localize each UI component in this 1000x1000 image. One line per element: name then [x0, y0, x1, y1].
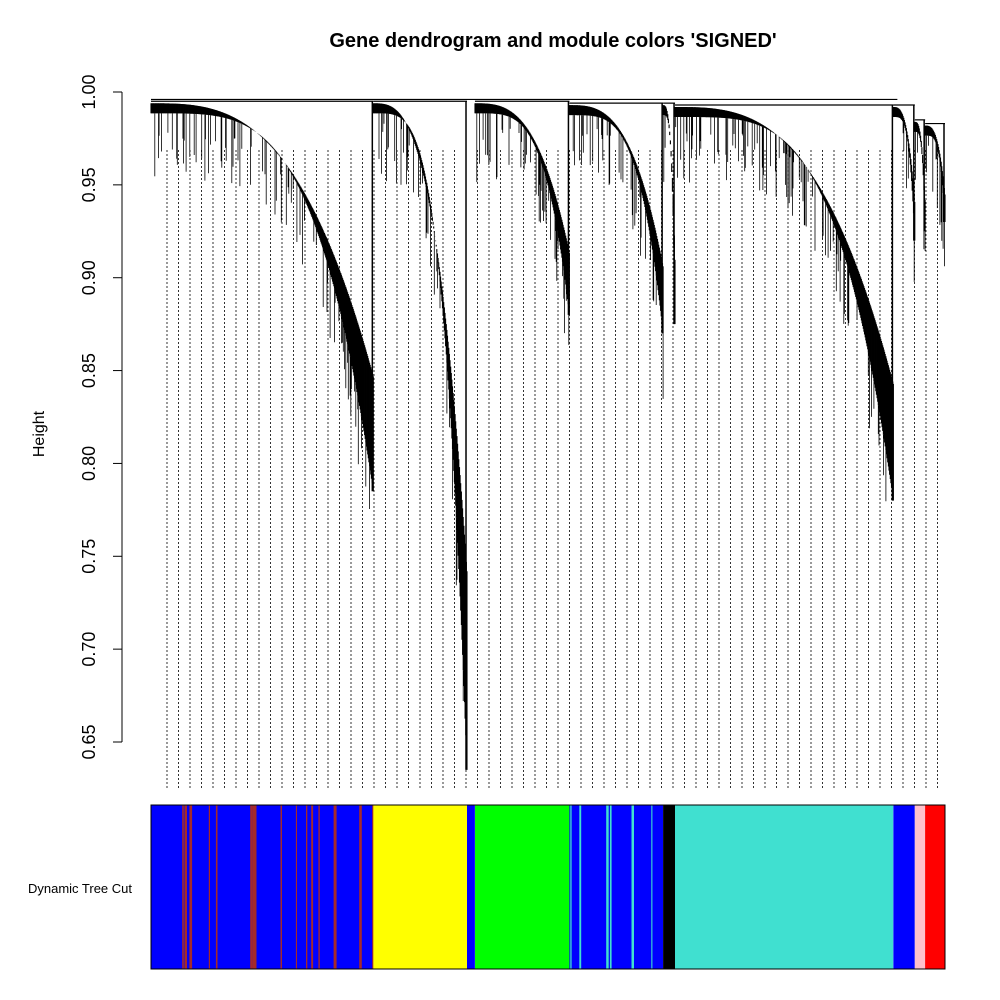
module-color-black [663, 805, 675, 969]
module-color-pink [914, 805, 926, 969]
module-color-brown-stripe [208, 805, 210, 969]
module-color-turquoise-stripe [579, 805, 582, 969]
y-axis: 0.65 0.70 0.75 0.80 0.85 0.90 0.95 1.00 [79, 74, 123, 760]
module-color-turquoise-stripe [570, 805, 572, 969]
module-color-turquoise-stripe [579, 805, 581, 969]
cluster-branches [474, 100, 570, 345]
module-color-green [475, 805, 570, 969]
y-tick-label: 0.80 [79, 446, 99, 481]
y-tick-label: 0.65 [79, 724, 99, 759]
module-color-brown-stripe [306, 805, 308, 969]
cluster-branches [674, 104, 894, 502]
module-color-red [925, 805, 945, 969]
module-color-brown-stripe [253, 805, 257, 969]
y-tick-label: 1.00 [79, 74, 99, 109]
module-color-brown-stripe [333, 805, 337, 969]
module-color-yellow [373, 805, 467, 969]
color-bar-segments [151, 805, 945, 969]
module-color-blue [467, 805, 475, 969]
module-color-turquoise [675, 805, 894, 969]
module-color-brown-stripe [359, 805, 362, 969]
y-tick-label: 0.70 [79, 632, 99, 667]
module-color-bar [150, 804, 946, 970]
cluster-branches [568, 102, 664, 399]
cluster-branches [914, 119, 926, 251]
leaf-dotted-lines [166, 150, 938, 790]
cluster-branches [892, 104, 916, 282]
module-color-brown-stripe [250, 805, 253, 969]
cluster-branches [150, 100, 374, 509]
y-ticks: 0.65 0.70 0.75 0.80 0.85 0.90 0.95 1.00 [79, 74, 122, 760]
y-axis-label: Height [31, 410, 48, 457]
module-color-brown-stripe [280, 805, 282, 969]
module-color-blue [569, 805, 664, 969]
module-color-brown-stripe [311, 805, 314, 969]
module-color-brown-stripe [215, 805, 218, 969]
module-color-turquoise-stripe [606, 805, 609, 969]
color-bar-frame [150, 804, 946, 970]
module-color-turquoise-stripe [631, 805, 634, 969]
y-tick-label: 0.85 [79, 353, 99, 388]
module-color-blue [893, 805, 915, 969]
module-color-turquoise-stripe [651, 805, 653, 969]
y-tick-label: 0.95 [79, 167, 99, 202]
y-tick-label: 0.75 [79, 539, 99, 574]
module-color-brown-stripe [189, 805, 193, 969]
module-color-blue [151, 805, 374, 969]
cluster-branches [372, 100, 468, 770]
chart-title: Gene dendrogram and module colors 'SIGNE… [329, 30, 776, 52]
module-color-brown-stripe [184, 805, 187, 969]
module-color-brown-stripe [252, 805, 255, 969]
color-row-label: Dynamic Tree Cut [28, 881, 132, 896]
cluster-branches [662, 102, 676, 325]
module-color-brown-stripe [295, 805, 297, 969]
module-color-brown-stripe [182, 805, 184, 969]
module-color-brown-stripe [318, 805, 320, 969]
module-color-turquoise-stripe [609, 805, 612, 969]
cluster-branches [924, 122, 946, 267]
y-tick-label: 0.90 [79, 260, 99, 295]
dendrogram-branches [150, 98, 946, 770]
